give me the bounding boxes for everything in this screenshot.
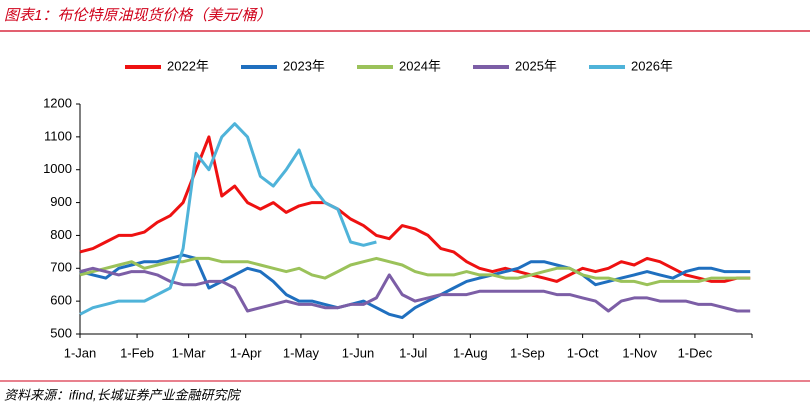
x-tick-label: 1-Feb <box>120 345 154 360</box>
x-tick-label: 1-Mar <box>172 345 207 360</box>
x-tick-label: 1-Aug <box>453 345 488 360</box>
y-tick-label: 800 <box>50 227 72 242</box>
source: 资料来源：ifind,长城证券产业金融研究院 <box>4 387 241 402</box>
x-tick-label: 1-Jun <box>342 345 375 360</box>
y-tick-label: 1100 <box>44 128 72 143</box>
legend-label: 2026年 <box>631 58 673 73</box>
y-tick-label: 900 <box>50 194 72 209</box>
x-tick-label: 1-Dec <box>678 345 713 360</box>
x-tick-label: 1-Sep <box>510 345 545 360</box>
y-tick-label: 600 <box>50 293 72 308</box>
legend-label: 2024年 <box>399 58 441 73</box>
series-line <box>79 266 751 313</box>
y-tick-label: 1200 <box>43 95 72 110</box>
series-line <box>79 256 751 287</box>
series-line <box>79 122 377 316</box>
x-tick-label: 1-Jan <box>64 345 97 360</box>
legend-label: 2025年 <box>515 58 557 73</box>
series-line <box>79 253 751 320</box>
legend-label: 2023年 <box>283 58 325 73</box>
x-tick-label: 1-Apr <box>230 345 262 360</box>
y-tick-label: 700 <box>50 260 72 275</box>
x-tick-label: 1-Jul <box>399 345 427 360</box>
y-tick-label: 1000 <box>43 161 72 176</box>
x-tick-label: 1-Oct <box>567 345 599 360</box>
x-tick-label: 1-May <box>283 345 320 360</box>
x-tick-label: 1-Nov <box>622 345 657 360</box>
chart-title: 图表1：布伦特原油现货价格（美元/桶） <box>4 7 272 24</box>
y-tick-label: 500 <box>50 325 72 340</box>
legend-label: 2022年 <box>167 58 209 73</box>
